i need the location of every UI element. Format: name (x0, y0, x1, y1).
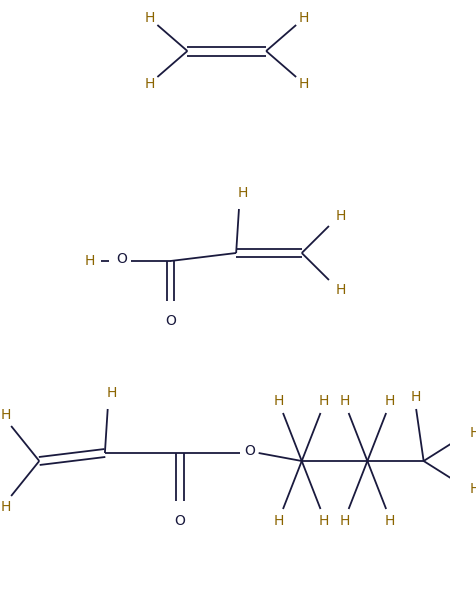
Text: H: H (319, 514, 329, 528)
Text: H: H (385, 394, 395, 408)
Text: H: H (411, 390, 421, 404)
Text: H: H (238, 186, 248, 200)
Text: H: H (106, 386, 117, 400)
Text: H: H (274, 394, 285, 408)
Text: H: H (0, 408, 10, 422)
Text: H: H (340, 514, 350, 528)
Text: H: H (470, 482, 476, 496)
Text: O: O (165, 314, 176, 328)
Text: H: H (470, 426, 476, 440)
Text: H: H (336, 283, 347, 297)
Text: H: H (298, 11, 309, 25)
Text: O: O (116, 252, 127, 266)
Text: H: H (340, 394, 350, 408)
Text: H: H (274, 514, 285, 528)
Text: H: H (145, 77, 155, 91)
Text: H: H (336, 209, 347, 223)
Text: H: H (385, 514, 395, 528)
Text: O: O (174, 514, 185, 528)
Text: H: H (145, 11, 155, 25)
Text: O: O (244, 444, 255, 458)
Text: H: H (319, 394, 329, 408)
Text: H: H (85, 254, 95, 268)
Text: H: H (298, 77, 309, 91)
Text: H: H (0, 500, 10, 514)
